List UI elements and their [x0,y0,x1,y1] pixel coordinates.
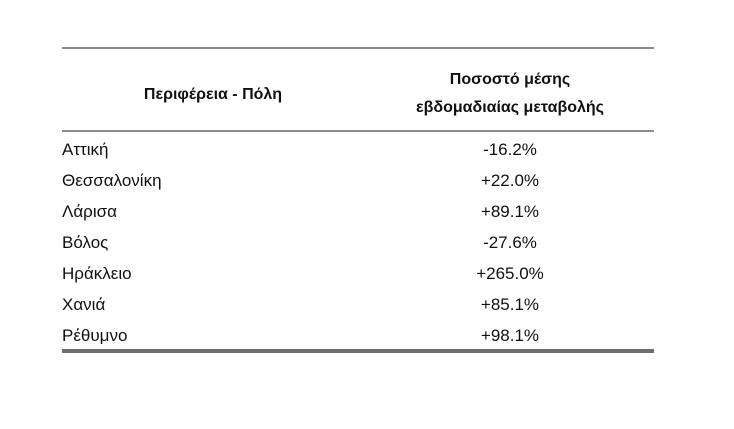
header-cell: Περιφέρεια - Πόλη [143,86,283,103]
change-cell: +22.0% [480,171,540,190]
region-cell: Βόλος [62,233,109,252]
region-cell: Λάρισα [62,202,117,221]
top-rule [62,47,654,49]
header-cell: Ποσοστό μέσης [449,71,571,88]
change-cell: +89.1% [480,202,540,221]
change-cell: +98.1% [480,326,540,345]
change-cell: +85.1% [480,295,540,314]
region-cell: Αττική [62,140,109,159]
change-cell: -27.6% [483,233,537,252]
region-cell: Ηράκλειο [62,264,132,283]
header-cell: εβδομαδιαίας μεταβολής [416,99,604,116]
change-cell: +265.0% [476,264,544,283]
header-rule [62,130,654,132]
change-cell: -16.2% [483,140,537,159]
bottom-rule [62,349,654,353]
region-cell: Χανιά [62,295,106,314]
region-cell: Θεσσαλονίκη [62,171,162,190]
region-cell: Ρέθυμνο [62,326,128,345]
